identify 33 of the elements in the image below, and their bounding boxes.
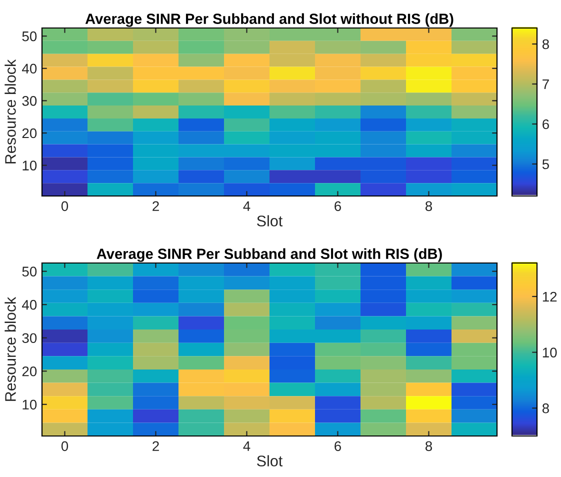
y-tick-label: 50 xyxy=(22,266,37,276)
x-tick-label: 6 xyxy=(334,201,341,212)
y-tick-label: 40 xyxy=(22,64,37,74)
y-tick-label: 30 xyxy=(22,96,37,106)
color-bar-label: 12 xyxy=(542,292,557,302)
y-tick-label: 10 xyxy=(22,160,37,170)
x-tick-label: 0 xyxy=(61,441,68,452)
y-tick-label: 50 xyxy=(22,31,37,42)
color-bar-label: 5 xyxy=(542,159,550,170)
x-tick-label: 0 xyxy=(61,201,68,212)
chart-title: Average SINR Per Subband and Slot without RIS (dB) xyxy=(85,13,454,27)
x-axis-title: Slot xyxy=(257,455,283,466)
color-bar-label: 10 xyxy=(542,348,557,358)
y-tick-label: 20 xyxy=(22,128,37,138)
x-tick-label: 2 xyxy=(152,201,159,211)
x-tick-label: 4 xyxy=(243,441,250,451)
y-tick-label: 10 xyxy=(22,400,37,410)
x-tick-label: 4 xyxy=(243,201,250,211)
x-tick-label: 6 xyxy=(334,441,341,452)
y-tick-label: 40 xyxy=(22,300,37,310)
x-tick-label: 8 xyxy=(425,201,432,212)
color-bar-label: 6 xyxy=(542,119,549,130)
y-tick-label: 20 xyxy=(22,366,37,376)
x-tick-label: 8 xyxy=(425,441,432,452)
x-tick-label: 2 xyxy=(152,441,159,451)
color-bar-label: 8 xyxy=(542,39,549,50)
color-bar-label: 8 xyxy=(542,403,549,414)
color-bar-label: 7 xyxy=(542,79,549,90)
chart-title: Average SINR Per Subband and Slot with RIS (dB) xyxy=(96,248,442,262)
y-tick-label: 30 xyxy=(22,333,37,344)
y-axis-title: Resource block xyxy=(4,296,16,401)
x-axis-title: Slot xyxy=(257,215,283,226)
y-axis-title: Resource block xyxy=(4,59,16,164)
